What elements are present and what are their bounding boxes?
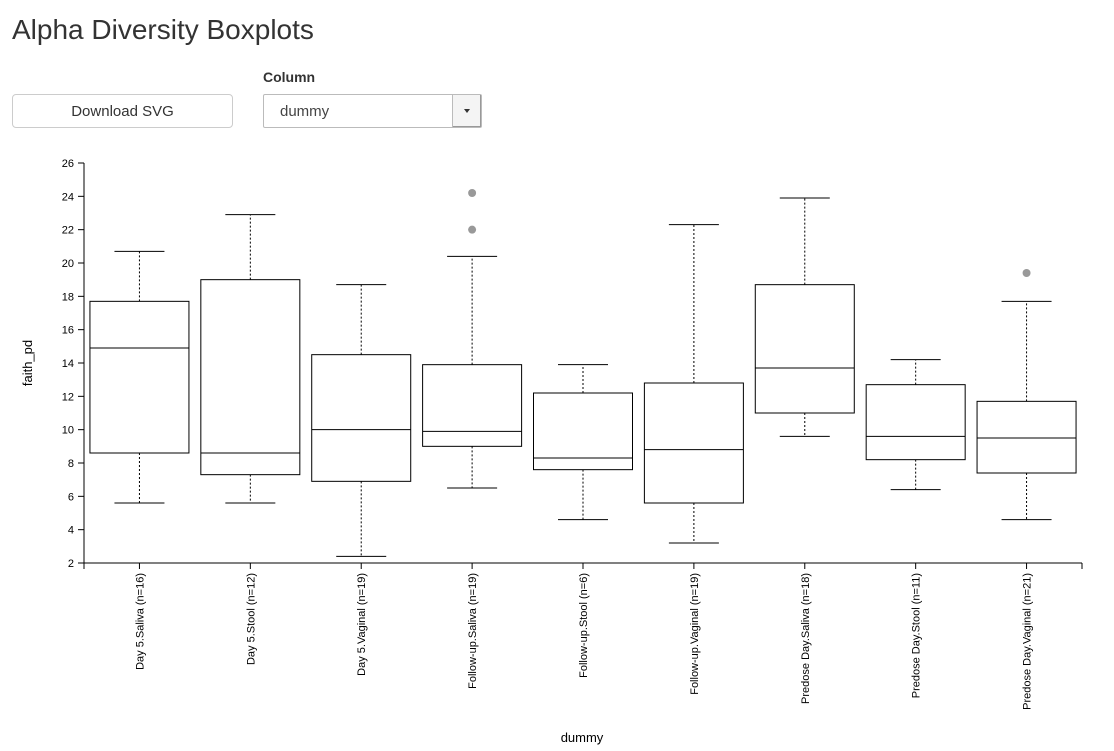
box-group xyxy=(89,250,190,504)
x-tick-label: Day 5.Saliva (n=16) xyxy=(134,573,146,670)
box-group xyxy=(200,214,301,504)
x-tick-label: Day 5.Stool (n=12) xyxy=(245,573,257,665)
box-group xyxy=(311,284,412,557)
x-tick-label: Predose Day.Stool (n=11) xyxy=(911,573,923,698)
x-tick-label: Day 5.Vaginal (n=19) xyxy=(356,573,368,676)
y-tick-label: 26 xyxy=(62,158,74,170)
page-title: Alpha Diversity Boxplots xyxy=(12,14,314,45)
box-group xyxy=(533,364,633,521)
x-axis: Day 5.Saliva (n=16) Day 5.Stool (n=12) Day… xyxy=(83,562,1083,710)
x-tick-label: Predose Day.Vaginal (n=21) xyxy=(1022,573,1034,710)
y-tick-label: 6 xyxy=(68,491,74,503)
box-iqr xyxy=(754,284,855,414)
boxes-group xyxy=(89,189,1077,557)
y-tick-label: 18 xyxy=(62,291,74,303)
box-iqr xyxy=(89,300,190,454)
box-group xyxy=(422,189,523,489)
box-iqr xyxy=(865,384,966,461)
download-svg-button[interactable]: Download SVG xyxy=(12,94,233,128)
y-axis-label: faith_pd xyxy=(20,340,35,386)
column-select[interactable]: dummy xyxy=(263,94,482,128)
y-tick-label: 4 xyxy=(68,525,74,537)
box-group xyxy=(976,269,1077,521)
y-tick-label: 22 xyxy=(62,225,74,237)
x-tick-label: Follow-up.Stool (n=6) xyxy=(578,573,590,678)
x-tick-label: Follow-up.Saliva (n=19) xyxy=(467,573,479,689)
x-axis-label: dummy xyxy=(561,730,604,745)
outlier-point xyxy=(468,189,477,197)
y-tick-label: 14 xyxy=(62,358,74,370)
y-tick-label: 10 xyxy=(62,425,74,437)
y-tick-label: 8 xyxy=(68,458,74,470)
y-tick-label: 16 xyxy=(62,325,74,337)
y-tick-label: 20 xyxy=(62,258,74,270)
outlier-point xyxy=(468,225,477,234)
box-iqr xyxy=(200,279,301,476)
column-select-value: dummy xyxy=(280,103,330,120)
box-iqr xyxy=(976,400,1077,474)
y-tick-label: 2 xyxy=(68,558,74,570)
box-iqr xyxy=(422,364,523,447)
chevron-down-icon[interactable] xyxy=(452,95,481,127)
box-group xyxy=(643,224,744,544)
x-tick-label: Predose Day.Saliva (n=18) xyxy=(800,573,812,704)
box-iqr xyxy=(311,354,412,482)
box-iqr xyxy=(533,392,633,471)
box-group xyxy=(754,197,855,437)
box-group xyxy=(865,359,966,491)
x-tick-label: Follow-up.Vaginal (n=19) xyxy=(689,573,701,695)
box-iqr xyxy=(643,382,744,504)
y-tick-label: 24 xyxy=(62,191,74,203)
y-tick-label: 12 xyxy=(62,391,74,403)
outlier-point xyxy=(1022,269,1031,277)
column-select-label: Column xyxy=(263,69,316,85)
